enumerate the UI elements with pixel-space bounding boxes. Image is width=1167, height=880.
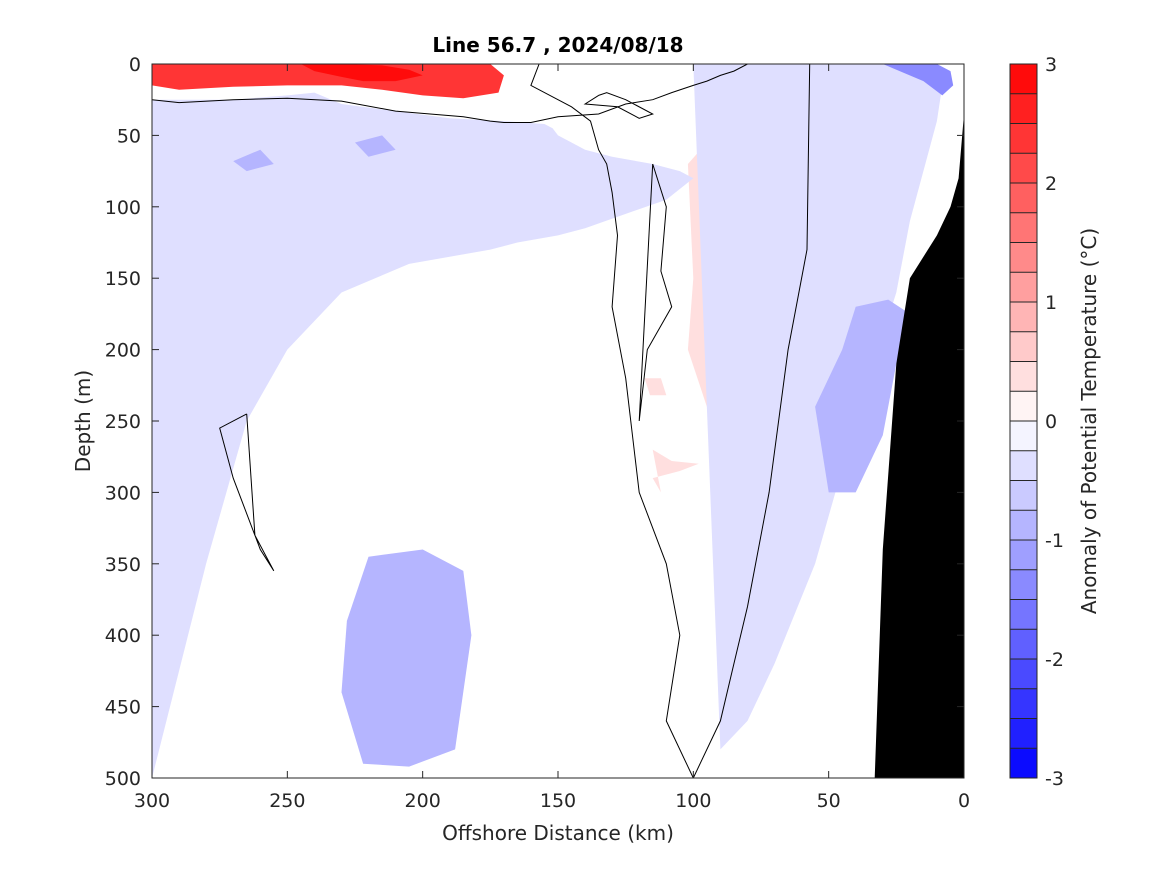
y-axis-label: Depth (m): [71, 370, 95, 472]
colorbar-tick-label-2: 1: [1045, 292, 1057, 314]
colorbar-level-2: [1010, 123, 1037, 154]
anomaly-regions: [152, 64, 954, 778]
colorbar-level-10: [1010, 361, 1037, 392]
colorbar-level-22: [1010, 718, 1037, 749]
colorbar-level-0: [1010, 64, 1037, 95]
zero-contour-2: [583, 92, 654, 119]
seafloor-bathymetry: [874, 114, 964, 778]
zero-contour-4: [530, 64, 811, 778]
y-tick-label-7: 350: [105, 554, 141, 576]
colorbar-level-23: [1010, 748, 1037, 779]
anomaly-region-14: [882, 64, 954, 96]
colorbar-level-12: [1010, 421, 1037, 452]
y-tick-label-2: 100: [105, 197, 141, 219]
colorbar-level-16: [1010, 540, 1037, 571]
colorbar-tick-label-3: 0: [1045, 411, 1057, 433]
colorbar-level-1: [1010, 93, 1037, 124]
colorbar-label: Anomaly of Potential Temperature (°C): [1077, 228, 1101, 614]
zero-contour-0: [152, 64, 816, 123]
anomaly-region-6: [644, 378, 667, 396]
colorbar-level-13: [1010, 450, 1037, 481]
x-tick-label-5: 50: [817, 790, 841, 812]
colorbar-level-6: [1010, 242, 1037, 273]
colorbar-tick-label-4: -1: [1045, 530, 1064, 552]
colorbar-level-17: [1010, 569, 1037, 600]
colorbar-level-15: [1010, 510, 1037, 541]
anomaly-region-7: [652, 449, 699, 493]
colorbar-level-19: [1010, 629, 1037, 660]
anomaly-region-12: [815, 299, 910, 493]
y-tick-label-3: 150: [105, 268, 141, 290]
y-tick-label-4: 200: [105, 340, 141, 362]
y-tick-label-5: 250: [105, 411, 141, 433]
colorbar-tick-label-1: 2: [1045, 173, 1057, 195]
x-tick-label-6: 0: [958, 790, 970, 812]
colorbar-level-21: [1010, 688, 1037, 719]
anomaly-region-11: [355, 135, 396, 157]
y-tick-label-8: 400: [105, 625, 141, 647]
y-tick-label-0: 0: [129, 54, 141, 76]
colorbar-level-4: [1010, 183, 1037, 214]
colorbar-level-11: [1010, 391, 1037, 422]
colorbar-level-9: [1010, 331, 1037, 362]
zero-contours: [152, 64, 816, 778]
colorbar: [1010, 64, 1037, 779]
anomaly-region-13: [341, 549, 472, 767]
colorbar-frame: [1009, 63, 1038, 779]
colorbar-level-5: [1010, 212, 1037, 243]
colorbar-level-7: [1010, 272, 1037, 303]
colorbar-level-14: [1010, 480, 1037, 511]
x-axis-label: Offshore Distance (km): [442, 821, 674, 845]
y-tick-label-6: 300: [105, 482, 141, 504]
anomaly-region-8: [152, 92, 694, 778]
colorbar-level-8: [1010, 302, 1037, 333]
colorbar-ticks: 3 2 1 0 -1 -2 -3: [1045, 54, 1064, 790]
colorbar-level-18: [1010, 599, 1037, 630]
x-tick-label-3: 150: [540, 790, 576, 812]
colorbar-level-20: [1010, 659, 1037, 690]
y-axis-ticks: 0 50 100 150 200 250 300 350 400 450 500: [105, 54, 964, 790]
x-tick-label-0: 300: [134, 790, 170, 812]
colorbar-tick-label-0: 3: [1045, 54, 1057, 76]
x-tick-label-2: 200: [405, 790, 441, 812]
zero-contour-3: [638, 163, 673, 422]
anomaly-region-1: [300, 64, 423, 82]
x-tick-label-1: 250: [269, 790, 305, 812]
y-tick-label-9: 450: [105, 697, 141, 719]
x-axis-ticks: 300 250 200 150 100 50 0: [134, 64, 970, 812]
y-tick-label-1: 50: [117, 125, 141, 147]
zero-contour-1: [219, 413, 275, 572]
anomaly-region-10: [233, 149, 274, 172]
plot-area: [152, 64, 964, 778]
colorbar-level-3: [1010, 153, 1037, 184]
y-tick-label-10: 500: [105, 768, 141, 790]
colorbar-tick-label-6: -3: [1045, 768, 1064, 790]
chart-title: Line 56.7 , 2024/08/18: [432, 33, 683, 57]
x-tick-label-4: 100: [675, 790, 711, 812]
colorbar-tick-label-5: -2: [1045, 649, 1064, 671]
